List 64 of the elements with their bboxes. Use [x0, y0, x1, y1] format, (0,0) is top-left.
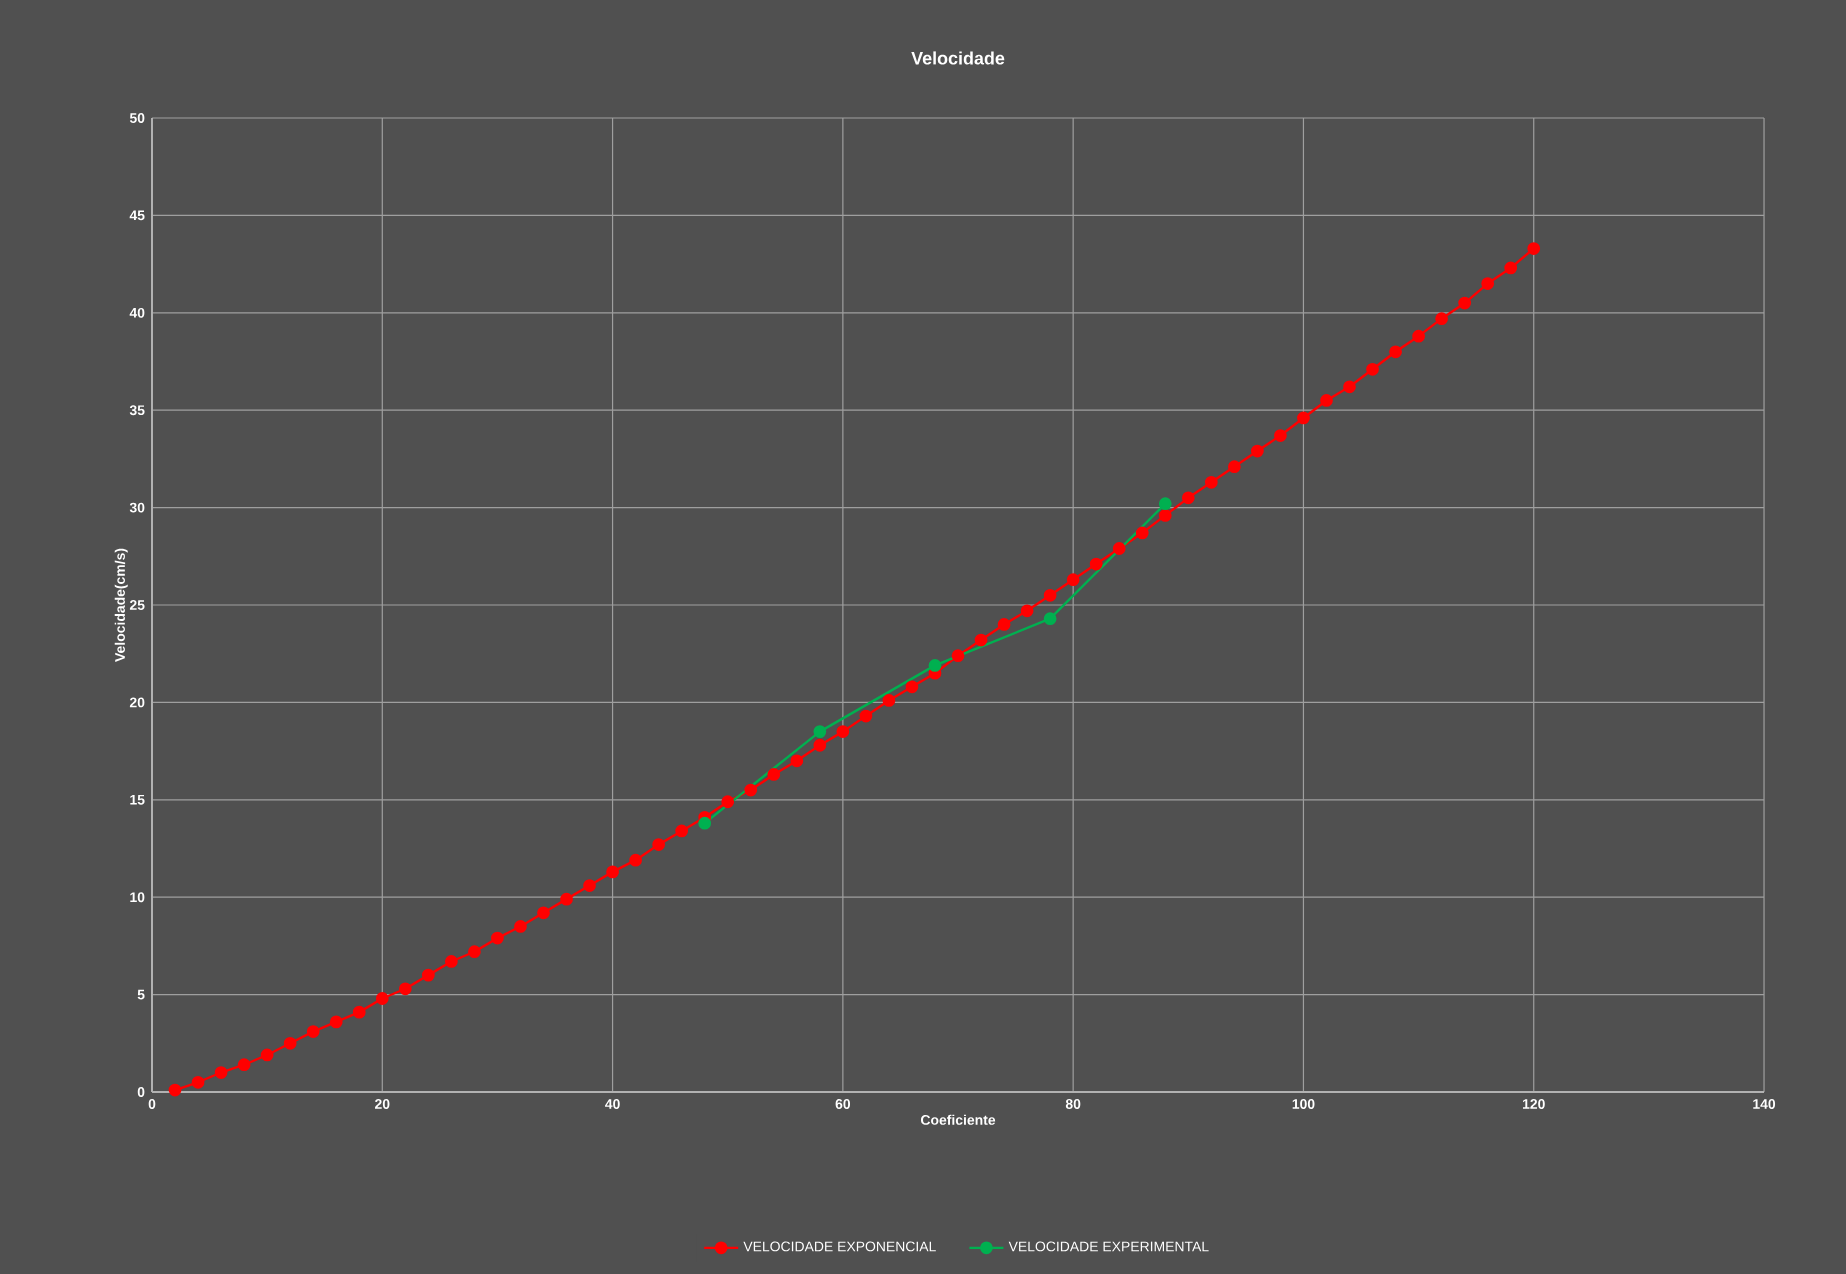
- point: [214, 1066, 228, 1079]
- point: [1227, 460, 1241, 474]
- point: [1135, 526, 1149, 540]
- point: [813, 738, 827, 752]
- point: [352, 1005, 366, 1019]
- point: [1251, 444, 1264, 458]
- point: [1412, 329, 1425, 343]
- point: [1112, 542, 1126, 555]
- point: [1504, 261, 1518, 275]
- point: [468, 945, 481, 959]
- point: [1204, 475, 1218, 489]
- point: [1481, 277, 1495, 290]
- point: [1158, 509, 1172, 522]
- point: [1043, 612, 1057, 626]
- point: [375, 992, 389, 1005]
- point: [1020, 604, 1034, 618]
- point: [606, 865, 619, 879]
- point: [905, 680, 919, 694]
- point: [1320, 394, 1333, 407]
- point: [813, 725, 827, 738]
- point: [191, 1075, 205, 1089]
- point: [398, 982, 412, 996]
- chart-title: Velocidade: [911, 51, 1005, 65]
- point: [1343, 380, 1356, 394]
- point: [1158, 497, 1172, 511]
- point: [629, 853, 642, 867]
- point: [1043, 588, 1057, 602]
- point: [928, 659, 942, 672]
- point: [329, 1015, 343, 1029]
- point: [1181, 491, 1195, 505]
- point: [1458, 296, 1472, 310]
- point: [675, 824, 689, 838]
- point: [283, 1036, 297, 1050]
- point: [583, 879, 596, 892]
- point: [1089, 557, 1103, 571]
- point: [1366, 362, 1379, 376]
- point: [744, 783, 758, 797]
- point: [168, 1083, 182, 1097]
- point: [560, 892, 573, 906]
- point: [1066, 573, 1080, 587]
- point: [951, 649, 965, 663]
- point: [260, 1048, 274, 1062]
- point: [882, 694, 896, 707]
- point: [306, 1025, 320, 1038]
- point: [790, 754, 804, 768]
- point: [445, 955, 458, 968]
- point: [537, 906, 550, 920]
- point: [237, 1058, 251, 1072]
- point: [1274, 429, 1287, 442]
- point: [652, 838, 666, 851]
- point: [721, 795, 735, 809]
- point: [421, 968, 435, 982]
- point: [491, 931, 504, 945]
- point: [859, 709, 873, 723]
- point: [997, 618, 1011, 631]
- point: [767, 768, 781, 781]
- point: [1527, 242, 1541, 255]
- point: [1297, 411, 1310, 425]
- point: [698, 816, 712, 830]
- point: [1389, 345, 1402, 359]
- point: [836, 725, 850, 738]
- point: [1435, 312, 1448, 326]
- point: [514, 920, 527, 933]
- point: [974, 633, 988, 647]
